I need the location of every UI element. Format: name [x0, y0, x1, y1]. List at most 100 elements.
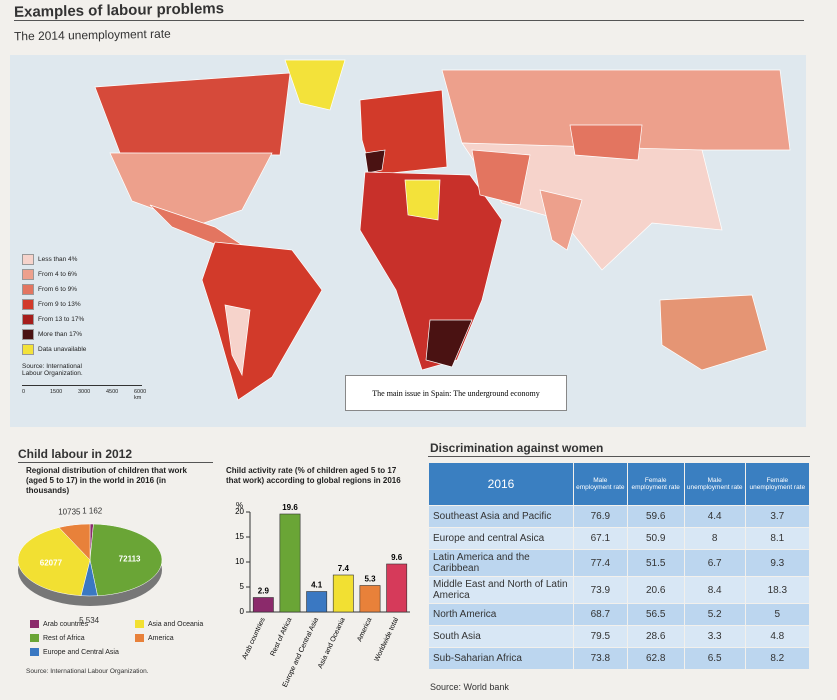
table-cell: 4.4 — [684, 506, 745, 527]
south-america — [201, 241, 323, 401]
table-row: South Asia 79.5 28.6 3.3 4.8 — [429, 626, 809, 647]
table-cell: 56.5 — [627, 604, 684, 625]
legend-item: From 13 to 17% — [22, 312, 142, 327]
x-tick-label: Worldwide total — [374, 616, 401, 663]
value-label: 7.4 — [338, 564, 350, 573]
greenland — [284, 59, 346, 111]
legend-label: Asia and Oceania — [148, 621, 203, 628]
table-cell: 6.5 — [684, 648, 745, 669]
legend-item: Less than 4% — [22, 252, 142, 267]
canada — [94, 72, 291, 156]
table-cell: 73.9 — [574, 577, 627, 603]
bar — [306, 591, 328, 613]
legend-swatch — [22, 329, 34, 340]
source: Source: World bank — [430, 682, 509, 692]
row-header: Middle East and North of Latin America — [429, 577, 573, 603]
table-row: Sub-Saharian Africa 73.8 62.8 6.5 8.2 — [429, 648, 809, 669]
table-cell: 6.7 — [684, 550, 745, 576]
map-title: The 2014 unemployment rate — [13, 26, 171, 44]
legend-item: More than 17% — [22, 327, 142, 342]
legend-label: More than 17% — [38, 331, 83, 338]
legend-label: From 4 to 6% — [38, 271, 78, 278]
table-row: Latin America and the Caribbean 77.4 51.5 6… — [429, 550, 809, 576]
south-america-2 — [224, 304, 251, 377]
y-tick-label: 5 — [240, 582, 245, 591]
scale-label: 3000 — [78, 389, 91, 395]
value-label: 5.3 — [364, 575, 376, 584]
legend-label: America — [148, 635, 174, 642]
table-cell: 3.7 — [745, 506, 809, 527]
legend-swatch — [22, 284, 34, 295]
asia — [461, 142, 723, 271]
legend-label: From 13 to 17% — [38, 316, 85, 323]
legend-label: Europe and Central Asia — [43, 649, 119, 656]
legend-label: From 9 to 13% — [38, 301, 81, 308]
legend-swatch — [30, 648, 39, 656]
row-header: Southeast Asia and Pacific — [429, 506, 573, 527]
column-header: 2016 — [429, 463, 573, 505]
row-header: Latin America and the Caribbean — [429, 550, 573, 576]
pie-title: Regional distribution of children that w… — [26, 466, 187, 495]
table-row: Southeast Asia and Pacific 76.9 59.6 4.4 3.7 — [429, 506, 809, 527]
bar — [386, 563, 408, 613]
value-label: 4.1 — [311, 581, 323, 590]
y-tick-label: 10 — [235, 557, 244, 566]
row-header: North America — [429, 604, 573, 625]
column-header: Female employment rate — [627, 463, 684, 505]
rule — [18, 462, 213, 463]
scale-label: 0 — [22, 389, 26, 395]
table-cell: 50.9 — [627, 528, 684, 549]
value-label: 62077 — [40, 558, 63, 567]
value-label: 72113 — [119, 555, 141, 564]
scale-label: 6000 km — [134, 389, 147, 401]
section-title: Child labour in 2012 — [18, 447, 133, 461]
table: 2016 Male employment rate Female employmen… — [428, 462, 810, 670]
x-tick-label: Rest of Africa — [270, 617, 294, 658]
section-title: Discrimination against women — [430, 441, 604, 455]
table-cell: 18.3 — [745, 577, 809, 603]
column-header: Male employment rate — [574, 463, 627, 505]
map — [10, 55, 806, 427]
scale-bar: 0 1500 3000 4500 6000 km — [22, 385, 146, 404]
legend-swatch — [30, 634, 39, 642]
legend-swatch — [22, 269, 34, 280]
table-cell: 5.2 — [684, 604, 745, 625]
table-cell: 67.1 — [574, 528, 627, 549]
legend-swatch — [22, 254, 34, 265]
libya — [404, 179, 441, 221]
x-tick-label: Arab countries — [241, 616, 267, 660]
spain — [364, 149, 386, 174]
table-cell: 76.9 — [574, 506, 627, 527]
legend-swatch — [22, 344, 34, 355]
legend-swatch — [135, 620, 144, 628]
table-cell: 4.8 — [745, 626, 809, 647]
table-cell: 8.4 — [684, 577, 745, 603]
row-header: Sub-Saharian Africa — [429, 648, 573, 669]
scale-label: 1500 — [50, 389, 63, 395]
source: Source: International Labour Organizatio… — [26, 668, 149, 675]
legend-label: Rest of Africa — [43, 635, 85, 642]
pie-slice — [58, 523, 91, 561]
table-row: North America 68.7 56.5 5.2 5 — [429, 604, 809, 625]
table-cell: 8.2 — [745, 648, 809, 669]
bar — [279, 513, 301, 613]
legend-swatch — [22, 314, 34, 325]
value-label: 10735 — [58, 507, 81, 516]
table-cell: 9.3 — [745, 550, 809, 576]
table-row: Middle East and North of Latin America 73… — [429, 577, 809, 603]
map-legend: Less than 4% From 4 to 6% From 6 to 9% From… — [22, 252, 146, 404]
x-tick-label: Asia and Oceania — [317, 617, 347, 670]
table-cell: 3.3 — [684, 626, 745, 647]
table-cell: 62.8 — [627, 648, 684, 669]
bar — [332, 574, 354, 613]
table-cell: 8.1 — [745, 528, 809, 549]
y-tick-label: 20 — [235, 507, 244, 516]
legend-swatch — [22, 299, 34, 310]
x-tick-label: America — [356, 617, 373, 643]
central-asia — [569, 124, 643, 161]
column-header: Male unemployment rate — [684, 463, 745, 505]
middle-east — [471, 149, 531, 206]
row-header: South Asia — [429, 626, 573, 647]
